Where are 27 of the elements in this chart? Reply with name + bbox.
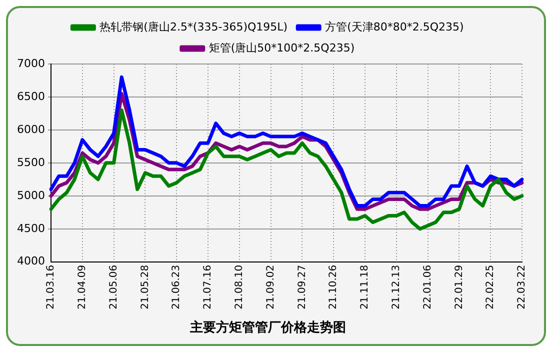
x-tick-label: 21.10.26 [328, 264, 340, 310]
x-tick-label: 22.01.29 [454, 264, 465, 310]
y-tick-label: 4500 [16, 222, 45, 235]
legend-label: 热轧带钢(唐山2.5*(335-365)Q195L) [100, 20, 288, 34]
x-tick-label: 21.11.18 [360, 264, 371, 310]
y-tick-label: 7000 [16, 56, 45, 70]
x-tick-label: 22.02.25 [485, 264, 496, 310]
x-tick-label: 21.09.02 [265, 264, 276, 310]
x-tick-label: 21.06.23 [171, 264, 182, 310]
x-tick-label: 22.03.22 [516, 264, 528, 310]
x-tick-label: 21.05.28 [140, 264, 151, 310]
y-tick-label: 5000 [16, 188, 45, 202]
text: 主要方矩管管厂价格走势图 [189, 320, 346, 336]
x-tick-label: 21.09.27 [296, 264, 308, 310]
y-tick-label: 6000 [16, 122, 45, 136]
x-tick-label: 21.03.16 [46, 264, 57, 310]
legend-label: 方管(天津80*80*2.5Q235) [325, 20, 464, 34]
y-tick-label: 5500 [16, 156, 45, 169]
x-tick-label: 21.07.16 [202, 264, 214, 310]
y-tick-label: 6500 [16, 90, 45, 103]
x-tick-label: 21.08.10 [234, 264, 245, 310]
x-tick-label: 21.05.06 [108, 264, 120, 310]
legend-label: 矩管(唐山50*100*2.5Q235) [208, 41, 355, 54]
y-tick-label: 4000 [16, 254, 45, 268]
x-tick-label: 21.12.13 [390, 264, 402, 310]
x-tick-label: 21.04.09 [76, 264, 88, 310]
x-tick-label: 22.01.06 [422, 264, 434, 310]
